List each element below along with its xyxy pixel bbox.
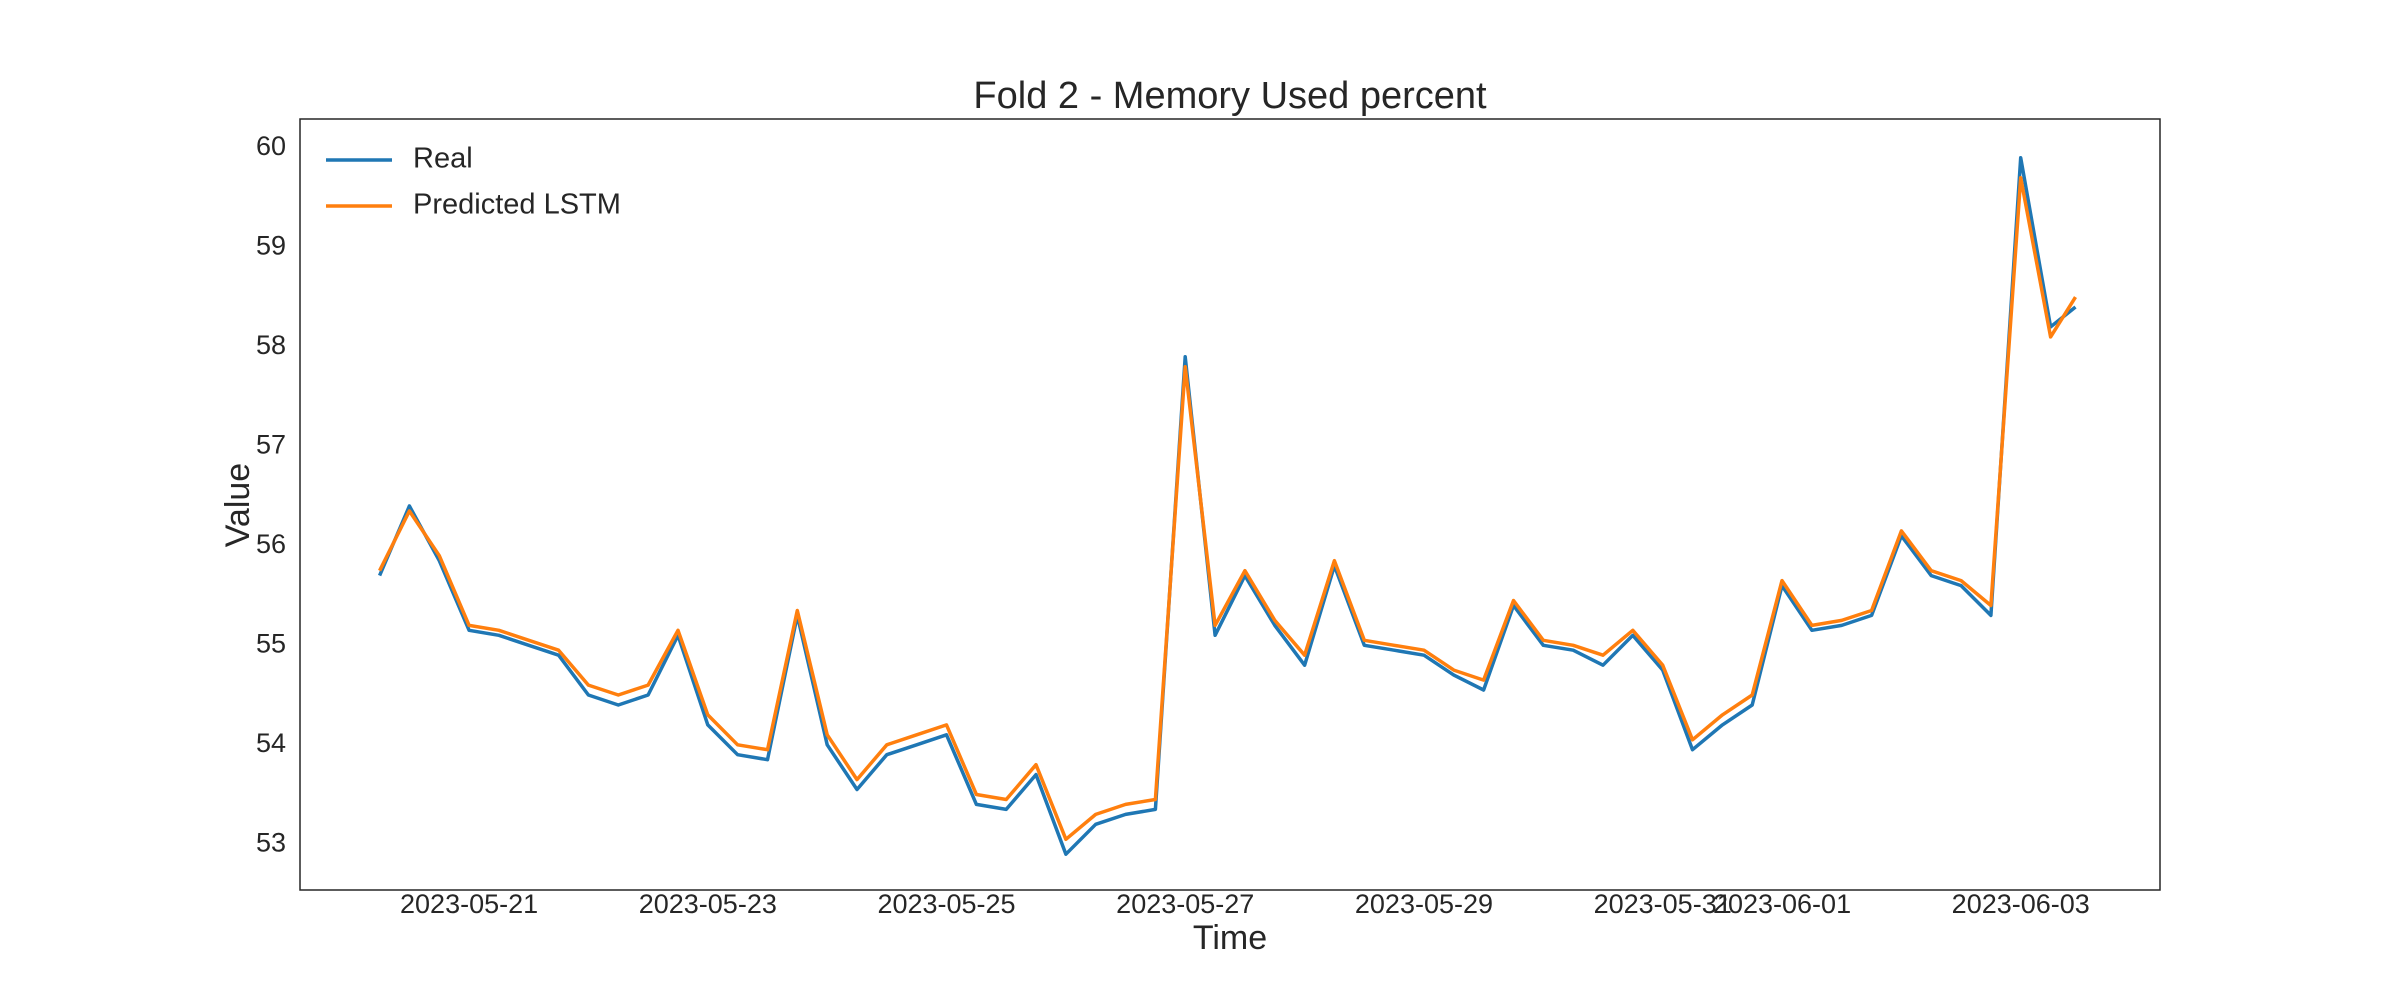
x-tick-label: 2023-05-25 (877, 889, 1015, 919)
y-tick-label: 56 (256, 529, 286, 559)
x-tick-label: 2023-05-27 (1116, 889, 1254, 919)
x-tick-label: 2023-05-23 (639, 889, 777, 919)
y-axis-label: Value (219, 463, 257, 547)
y-tick-label: 53 (256, 827, 286, 857)
x-tick-label: 2023-06-01 (1713, 889, 1851, 919)
y-tick-label: 58 (256, 330, 286, 360)
legend-label: Real (413, 143, 473, 175)
x-axis-label: Time (1193, 919, 1267, 957)
chart-title: Fold 2 - Memory Used percent (973, 75, 1487, 117)
y-tick-label: 57 (256, 429, 286, 459)
series-line (377, 156, 2077, 856)
x-tick-label: 2023-05-21 (400, 889, 538, 919)
series-line (378, 175, 2077, 842)
y-tick-label: 54 (256, 728, 286, 758)
y-tick-label: 55 (256, 628, 286, 658)
y-tick-label: 59 (256, 230, 286, 260)
x-tick-label: 2023-06-03 (1952, 889, 2090, 919)
plot-frame (299, 118, 2161, 891)
x-tick-label: 2023-05-31 (1594, 889, 1732, 919)
y-tick-label: 60 (256, 131, 286, 161)
x-tick-label: 2023-05-29 (1355, 889, 1493, 919)
legend-label: Predicted LSTM (413, 189, 621, 221)
